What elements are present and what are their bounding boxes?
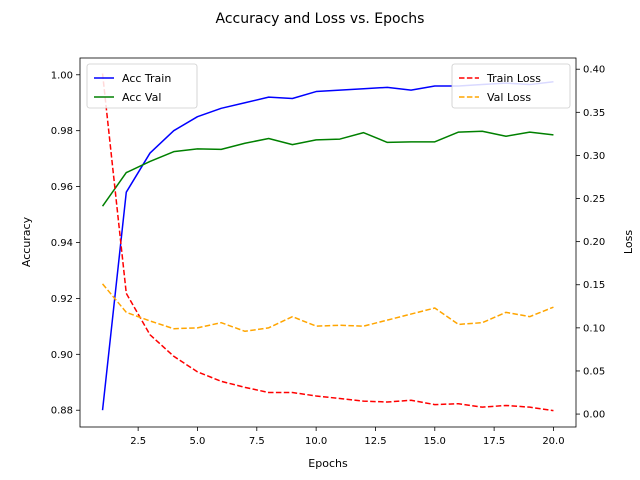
legend-entry: Acc Val: [122, 91, 161, 104]
x-tick-label: 10.0: [305, 436, 327, 447]
y-right-tick-label: 0.25: [583, 194, 605, 205]
y-axis-left-label: Accuracy: [20, 216, 33, 267]
x-tick-label: 15.0: [424, 436, 446, 447]
x-tick-label: 12.5: [364, 436, 386, 447]
y-right-tick-label: 0.00: [583, 410, 605, 421]
series-line-right-1: [101, 283, 554, 333]
legend-right: Train Loss Val Loss: [451, 63, 571, 109]
y-left-tick-label: 0.90: [51, 350, 73, 361]
y-left-tick-label: 1.00: [51, 70, 73, 81]
y-right-tick-label: 0.35: [583, 108, 605, 119]
chart-title: Accuracy and Loss vs. Epochs: [216, 11, 425, 27]
y-left-tick-label: 0.94: [51, 238, 73, 249]
x-tick-label: 5.0: [190, 436, 206, 447]
legend-box: [451, 63, 571, 109]
legend-box: [86, 63, 198, 109]
x-tick-label: 2.5: [130, 436, 146, 447]
y-axis-right: 0.00 0.05 0.10 0.15 0.20 0.25 0.30 0.35 0.40: [576, 65, 605, 421]
y-left-tick-label: 0.92: [51, 294, 73, 305]
series-line-left-1: [101, 130, 554, 207]
series-lines: [101, 73, 554, 412]
legend-left: Acc Train Acc Val: [86, 63, 198, 109]
y-left-tick-label: 0.96: [51, 182, 73, 193]
legend-entry: Train Loss: [486, 72, 541, 85]
y-right-tick-label: 0.10: [583, 323, 605, 334]
y-right-tick-label: 0.20: [583, 237, 605, 248]
y-axis-left: 0.88 0.90 0.92 0.94 0.96 0.98 1.00: [51, 70, 80, 417]
legend-entry: Acc Train: [122, 72, 171, 85]
series-line-right-0: [101, 73, 554, 412]
x-tick-label: 17.5: [483, 436, 505, 447]
x-axis-label: Epochs: [308, 457, 348, 470]
y-right-tick-label: 0.30: [583, 151, 605, 162]
y-right-tick-label: 0.40: [583, 65, 605, 76]
y-right-tick-label: 0.15: [583, 280, 605, 291]
legend-entry: Val Loss: [487, 91, 531, 104]
y-left-tick-label: 0.88: [51, 406, 73, 417]
y-left-tick-label: 0.98: [51, 126, 73, 137]
plot-frame: [79, 57, 577, 428]
x-tick-label: 20.0: [542, 436, 564, 447]
x-tick-label: 7.5: [249, 436, 265, 447]
x-axis: 2.5 5.0 7.5 10.0 12.5 15.0 17.5 20.0: [130, 427, 565, 447]
y-right-tick-label: 0.05: [583, 366, 605, 377]
y-axis-right-label: Loss: [622, 230, 635, 254]
series-line-left-0: [101, 81, 554, 411]
